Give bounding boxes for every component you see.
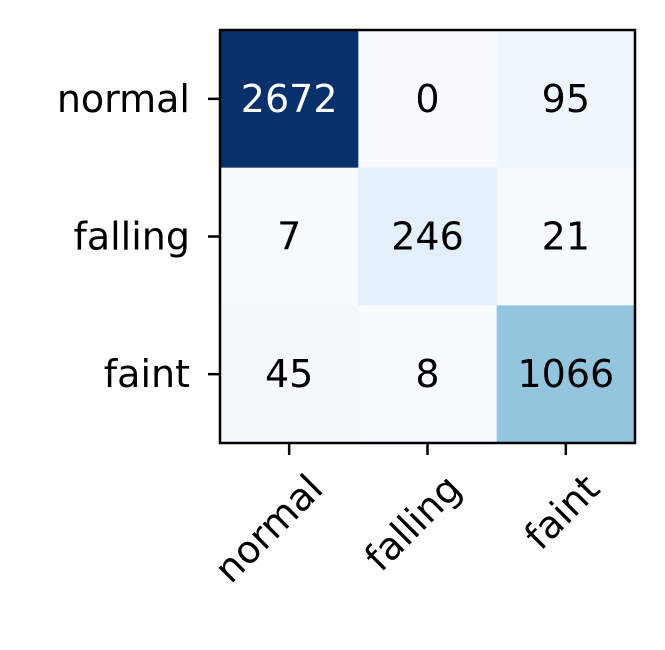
heatmap-cell [496, 305, 636, 444]
heatmap-cell [496, 30, 636, 169]
heatmap-cells: 2672 0 95 7 246 21 45 8 1066 [220, 30, 636, 444]
y-tick-label: faint [104, 352, 190, 396]
cell-value-label: 7 [277, 215, 301, 259]
y-tick-label: normal [57, 77, 190, 121]
heatmap-cell [358, 167, 498, 306]
heatmap-cell [358, 30, 498, 169]
heatmap-cell [220, 305, 359, 444]
x-axis: normal falling faint [206, 443, 608, 591]
cell-value-label: 2672 [241, 77, 338, 121]
cell-value-label: 1066 [517, 352, 614, 396]
heatmap-cell [220, 30, 359, 169]
heatmap-cell [496, 167, 636, 306]
y-tick-label: falling [73, 215, 190, 259]
x-tick-label: normal [206, 466, 331, 591]
y-axis: normal falling faint [57, 77, 220, 396]
cell-value-label: 21 [542, 215, 590, 259]
cell-value-label: 246 [391, 215, 464, 259]
cell-value-label: 8 [415, 352, 439, 396]
cell-value-label: 95 [542, 77, 590, 121]
cell-value-label: 0 [415, 77, 439, 121]
heatmap-cell [220, 167, 359, 306]
x-tick-label: falling [356, 466, 470, 580]
cell-value-label: 45 [265, 352, 313, 396]
heatmap-cell [358, 305, 498, 444]
x-tick-label: faint [516, 466, 608, 558]
